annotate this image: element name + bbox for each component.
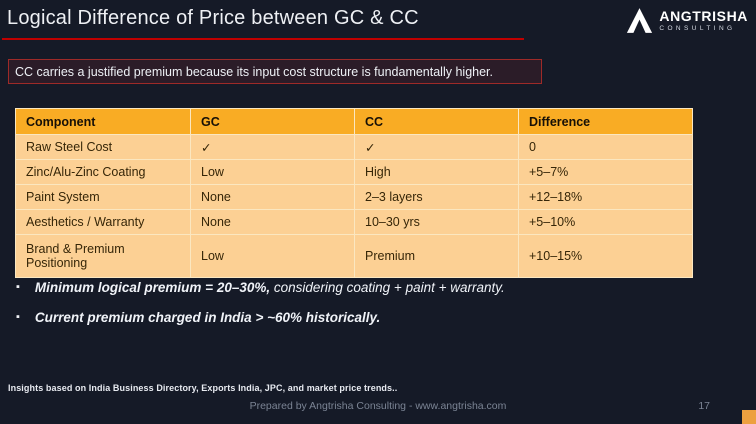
table-header-row: Component GC CC Difference — [15, 108, 693, 135]
col-header-cc: CC — [354, 108, 519, 135]
bullet-emphasis: Minimum logical premium = 20–30%, — [34, 280, 271, 295]
title-underline — [2, 38, 524, 40]
bullet-item: ▪ Current premium charged in India > ~60… — [16, 309, 505, 326]
cell-difference: +12–18% — [518, 184, 693, 210]
cell-difference: +5–7% — [518, 159, 693, 185]
cell-cc: ✓ — [354, 134, 519, 160]
key-message-text: CC carries a justified premium because i… — [15, 64, 493, 79]
logo-brand-name: ANGTRISHA — [659, 7, 748, 24]
cell-cc: 2–3 layers — [354, 184, 519, 210]
cell-gc: None — [190, 184, 355, 210]
key-message-box: CC carries a justified premium because i… — [8, 59, 542, 84]
bullet-text: Minimum logical premium = 20–30%, consid… — [35, 279, 505, 296]
table-row: Brand & Premium Positioning Low Premium … — [15, 234, 693, 278]
col-header-difference: Difference — [518, 108, 693, 135]
col-header-component: Component — [15, 108, 191, 135]
cell-difference: +5–10% — [518, 209, 693, 235]
square-bullet-icon: ▪ — [16, 281, 20, 293]
square-bullet-icon: ▪ — [16, 311, 20, 323]
bullet-text: Current premium charged in India > ~60% … — [35, 309, 380, 326]
triangle-a-logo-icon — [626, 7, 653, 34]
cell-gc: Low — [190, 234, 355, 278]
cell-component: Aesthetics / Warranty — [15, 209, 191, 235]
cell-cc: 10–30 yrs — [354, 209, 519, 235]
cell-cc: High — [354, 159, 519, 185]
table-row: Raw Steel Cost ✓ ✓ 0 — [15, 134, 693, 160]
cell-gc: None — [190, 209, 355, 235]
cell-component: Zinc/Alu-Zinc Coating — [15, 159, 191, 185]
source-note: Insights based on India Business Directo… — [8, 383, 398, 393]
cell-difference: 0 — [518, 134, 693, 160]
page-number: 17 — [698, 400, 710, 412]
logo-text: ANGTRISHA CONSULTING — [659, 9, 748, 33]
cell-gc: ✓ — [190, 134, 355, 160]
cell-component: Paint System — [15, 184, 191, 210]
table-row: Zinc/Alu-Zinc Coating Low High +5–7% — [15, 159, 693, 185]
bullet-emphasis: Current premium charged in India > ~60% … — [34, 310, 381, 325]
corner-accent-square — [742, 410, 756, 424]
bullet-item: ▪ Minimum logical premium = 20–30%, cons… — [16, 279, 505, 296]
cell-cc: Premium — [354, 234, 519, 278]
table-row: Aesthetics / Warranty None 10–30 yrs +5–… — [15, 209, 693, 235]
bullet-rest: considering coating + paint + warranty. — [270, 280, 505, 295]
takeaway-bullets: ▪ Minimum logical premium = 20–30%, cons… — [16, 279, 505, 339]
price-comparison-table: Component GC CC Difference Raw Steel Cos… — [15, 108, 693, 278]
logo-tagline: CONSULTING — [659, 24, 736, 32]
cell-component: Raw Steel Cost — [15, 134, 191, 160]
cell-difference: +10–15% — [518, 234, 693, 278]
col-header-gc: GC — [190, 108, 355, 135]
table-row: Paint System None 2–3 layers +12–18% — [15, 184, 693, 210]
company-logo: ANGTRISHA CONSULTING — [626, 7, 748, 34]
cell-gc: Low — [190, 159, 355, 185]
page-title: Logical Difference of Price between GC &… — [7, 7, 419, 29]
credit-line: Prepared by Angtrisha Consulting - www.a… — [249, 400, 507, 412]
cell-component: Brand & Premium Positioning — [15, 234, 191, 278]
